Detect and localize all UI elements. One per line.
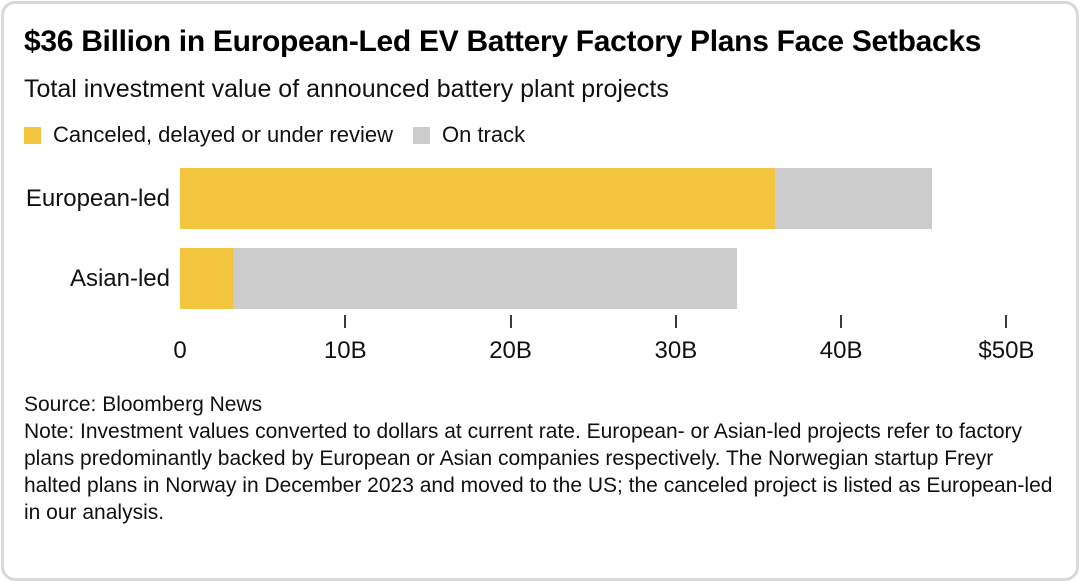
axis-track: 0 10B 20B 30B 40B $50B [173,313,1056,365]
legend-swatch-icon [412,126,430,144]
tick-mark [674,315,677,328]
bar-segment-on-track [232,248,737,309]
chart-title: $36 Billion in European-Led EV Battery F… [24,25,982,58]
legend: Canceled, delayed or under review On trac… [24,122,1056,148]
bar-track [180,168,1056,229]
bar-track [180,248,1056,309]
tick-label: $50B [978,337,1035,364]
chart-subtitle: Total investment value of announced batt… [24,75,669,103]
tick-label: 30B [654,337,698,364]
bar-segment-canceled-delayed [180,168,776,229]
category-label: Asian-led [69,264,170,292]
chart-row: European-led [24,168,1056,229]
tick-label: 10B [323,337,367,364]
tick-label: 40B [819,337,863,364]
legend-label: Canceled, delayed or under review [53,122,393,147]
bar-segment-on-track [775,168,933,229]
category-label: European-led [25,184,170,212]
tick-label: 0 [173,337,187,364]
tick-mark [840,315,843,328]
chart-row: Asian-led [24,248,1056,309]
bar-segment-canceled-delayed [180,248,233,309]
legend-item: On track [412,122,526,148]
source-text: Source: Bloomberg News [24,393,263,416]
axis-row: 0 10B 20B 30B 40B $50B [24,313,1056,365]
tick-mark [1005,315,1008,328]
bar-chart: European-led Asian-led 0 10B 20B 30B 40B $50B [24,168,1056,365]
axis-spacer [24,313,180,365]
legend-label: On track [441,122,526,147]
note-text: Note: Investment values converted to dol… [24,420,1053,524]
tick-mark [509,315,512,328]
tick-label: 20B [489,337,532,364]
legend-item: Canceled, delayed or under review [24,122,393,148]
footer: Source: Bloomberg News Note: Investment … [24,391,1056,526]
tick-mark [344,315,347,328]
bar-rows: European-led Asian-led [24,168,1056,309]
legend-swatch-icon [24,126,41,144]
